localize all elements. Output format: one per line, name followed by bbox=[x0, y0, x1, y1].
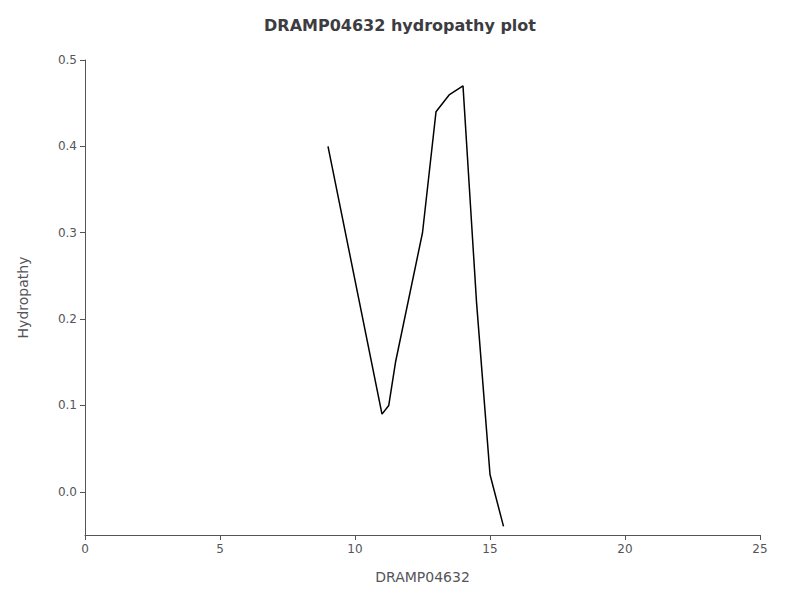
svg-text:0: 0 bbox=[81, 542, 89, 556]
svg-text:0.3: 0.3 bbox=[58, 226, 77, 240]
svg-text:15: 15 bbox=[482, 542, 497, 556]
svg-text:0.0: 0.0 bbox=[58, 485, 77, 499]
svg-text:10: 10 bbox=[347, 542, 362, 556]
svg-text:5: 5 bbox=[216, 542, 224, 556]
svg-text:Hydropathy: Hydropathy bbox=[15, 257, 31, 339]
svg-text:0.1: 0.1 bbox=[58, 398, 77, 412]
svg-text:0.4: 0.4 bbox=[58, 139, 77, 153]
svg-text:DRAMP04632: DRAMP04632 bbox=[375, 569, 470, 585]
svg-text:0.5: 0.5 bbox=[58, 53, 77, 67]
svg-text:0.2: 0.2 bbox=[58, 312, 77, 326]
svg-text:25: 25 bbox=[752, 542, 767, 556]
svg-text:20: 20 bbox=[617, 542, 632, 556]
svg-text:DRAMP04632 hydropathy plot: DRAMP04632 hydropathy plot bbox=[264, 16, 536, 35]
